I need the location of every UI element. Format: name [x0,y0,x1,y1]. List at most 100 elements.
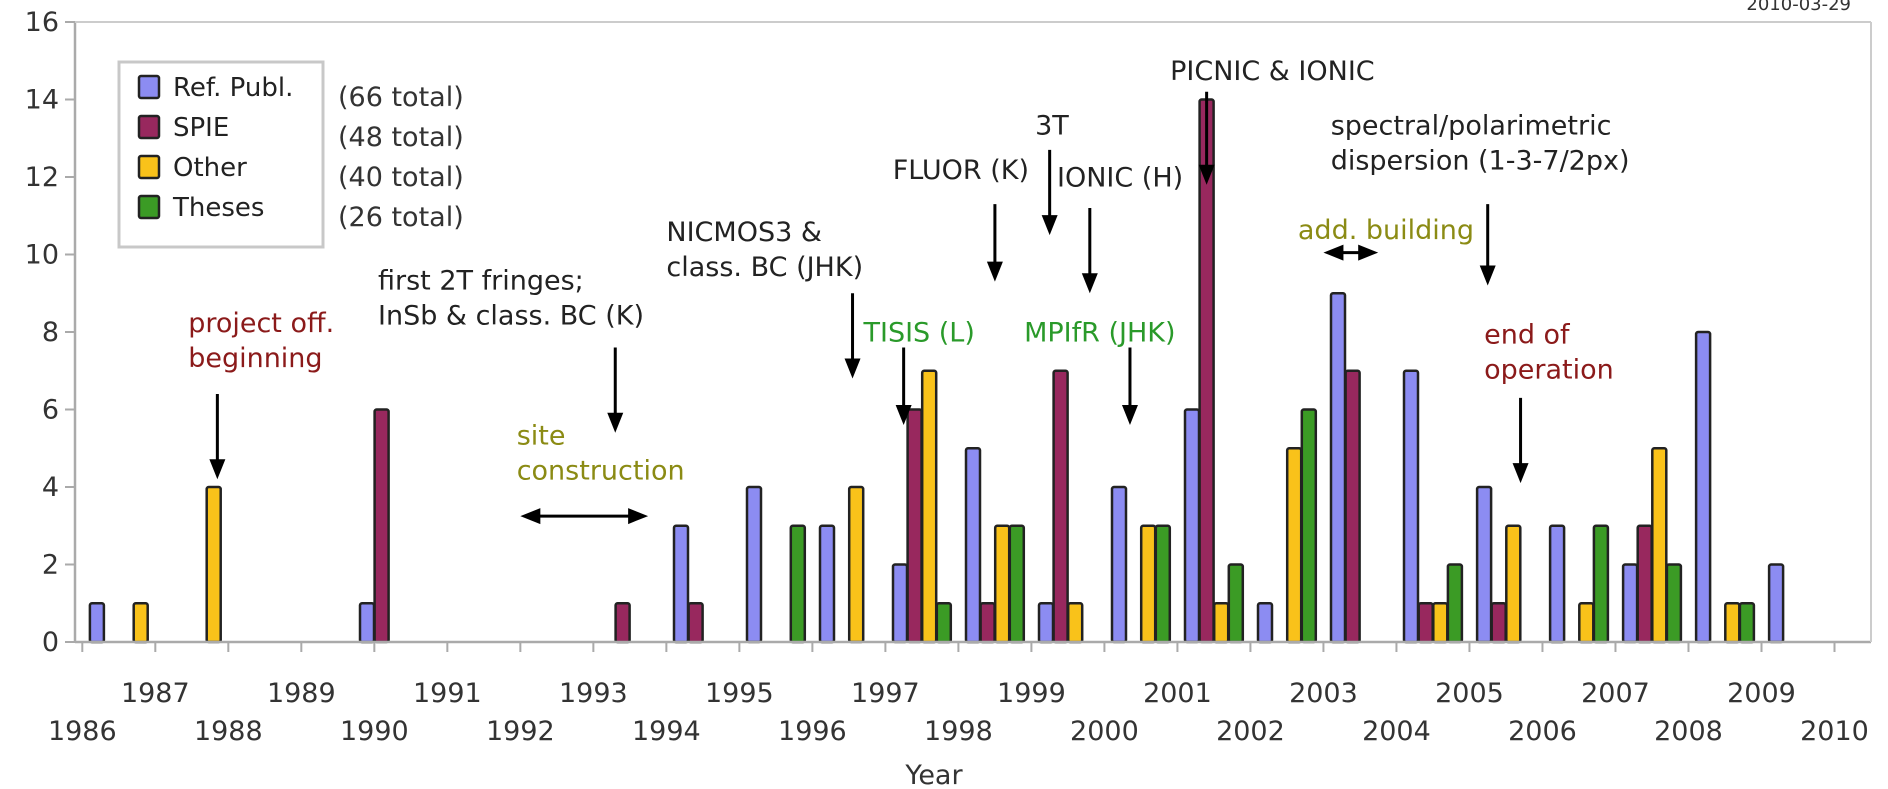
bar-other-5 [1066,602,1084,644]
x-tick-label-13: 1999 [997,678,1066,709]
bar-spie-3 [906,408,923,644]
x-tick-label-9: 1995 [705,678,774,709]
y-tick-label-0: 0 [42,627,59,658]
annotation-6-line-0: MPIfR (JHK) [1024,318,1175,349]
bar-other-11 [1578,602,1595,644]
x-tick-label-4: 1990 [340,716,409,747]
annotation-span-head-right-10 [1358,244,1379,261]
y-tick-label-3: 6 [42,395,59,426]
legend-label-spie: SPIE [173,113,229,143]
legend-total-spie: (48 total) [338,122,464,153]
bar-other-3 [920,369,938,644]
annotation-span-head-right-2 [628,508,649,525]
bar-ref-publ-6 [964,447,982,644]
bar-theses-8 [1665,563,1683,644]
annotation-8-line-0: IONIC (H) [1057,163,1183,194]
date-stamp: 2010-03-29 [1746,0,1851,15]
bar-other-12 [1651,447,1668,644]
annotation-4-line-0: TISIS (L) [863,318,975,349]
bar-other-2 [847,485,865,644]
legend-items: Ref. Publ. SPIE Other Theses [137,73,293,223]
bar-theses-4 [1227,563,1245,644]
x-tick-label-12: 1998 [924,716,993,747]
bar-ref-publ-16 [1694,330,1712,644]
legend-label-ref-publ: Ref. Publ. [173,73,293,103]
legend-total-theses: (26 total) [338,202,464,233]
x-tick-label-8: 1994 [632,716,701,747]
bar-spie-9 [1490,602,1507,644]
bar-ref-publ-10 [1256,602,1274,644]
x-tick-label-2: 1988 [194,716,263,747]
annotation-arrowhead-6 [1121,405,1138,425]
annotation-span-head-left-10 [1323,244,1344,261]
annotation-3-line-1: class. BC (JHK) [666,252,863,283]
x-tick-label-1: 1987 [121,678,190,709]
bar-spie-4 [979,602,996,644]
x-tick-label-23: 2009 [1727,678,1796,709]
legend-swatch-ref-publ [137,74,161,100]
bar-theses-0 [789,524,807,644]
bar-other-1 [205,485,222,644]
annotation-arrowhead-1 [607,412,624,433]
legend: Ref. Publ. SPIE Other Theses [117,60,325,249]
bar-ref-publ-17 [1767,563,1785,644]
x-tick-label-24: 2010 [1800,716,1869,747]
bar-ref-publ-9 [1183,408,1201,644]
bar-theses-2 [1008,524,1026,644]
x-tick-label-6: 1992 [486,716,555,747]
y-tick-label-6: 12 [25,162,59,193]
bar-ref-publ-12 [1402,369,1420,644]
annotation-12-line-0: end of [1484,320,1571,351]
x-tick-label-11: 1997 [851,678,920,709]
x-tick-label-20: 2006 [1508,716,1577,747]
annotations-layer: project off. beginning first 2T fringes; In… [188,56,1630,525]
legend-label-other: Other [173,153,247,183]
bar-ref-publ-1 [358,602,376,644]
bar-spie-8 [1417,602,1434,644]
annotation-arrowhead-0 [209,459,226,480]
annotation-arrowhead-5 [986,261,1003,282]
bar-other-4 [993,524,1011,644]
annotation-10-line-0: add. building [1298,215,1474,246]
x-tick-label-22: 2008 [1654,716,1723,747]
bar-other-13 [1724,602,1741,644]
bar-ref-publ-5 [891,563,909,644]
bar-theses-9 [1738,602,1756,644]
x-tick-label-7: 1993 [559,678,628,709]
bar-other-7 [1212,602,1230,644]
bar-theses-6 [1446,563,1464,644]
bar-spie-0 [373,408,390,644]
legend-label-theses: Theses [172,193,264,223]
annotation-span-head-left-2 [520,508,541,525]
annotation-arrowhead-7 [1041,215,1058,236]
y-tick-label-2: 4 [42,472,59,503]
legend-swatch-spie [137,114,161,140]
bar-other-6 [1139,524,1157,644]
x-tick-label-18: 2004 [1362,716,1431,747]
bar-ref-publ-2 [672,524,690,644]
legend-totals: (66 total) (48 total) (40 total) (26 tot… [338,82,464,233]
x-tick-label-16: 2002 [1216,716,1285,747]
bar-ref-publ-8 [1110,485,1128,644]
axes-layer: 0246810121416198619871988198919901991199… [25,7,1872,747]
x-tick-label-19: 2005 [1435,678,1504,709]
y-tick-label-1: 2 [42,550,59,581]
x-tick-label-17: 2003 [1289,678,1358,709]
annotation-1-line-1: InSb & class. BC (K) [378,300,644,331]
bar-spie-1 [614,602,631,644]
x-tick-label-15: 2001 [1143,678,1212,709]
x-tick-label-5: 1991 [413,678,482,709]
bar-theses-3 [1154,524,1172,644]
annotation-arrowhead-11 [1479,265,1496,286]
bar-ref-publ-3 [745,485,763,644]
annotation-2-line-1: construction [517,455,685,486]
bar-spie-10 [1636,524,1653,644]
legend-total-ref-publ: (66 total) [338,82,464,113]
bar-ref-publ-13 [1475,485,1493,644]
y-tick-label-8: 16 [25,7,59,38]
bar-other-10 [1505,524,1522,644]
bar-other-0 [132,602,149,644]
bar-spie-7 [1344,369,1361,644]
bar-theses-1 [935,602,953,644]
